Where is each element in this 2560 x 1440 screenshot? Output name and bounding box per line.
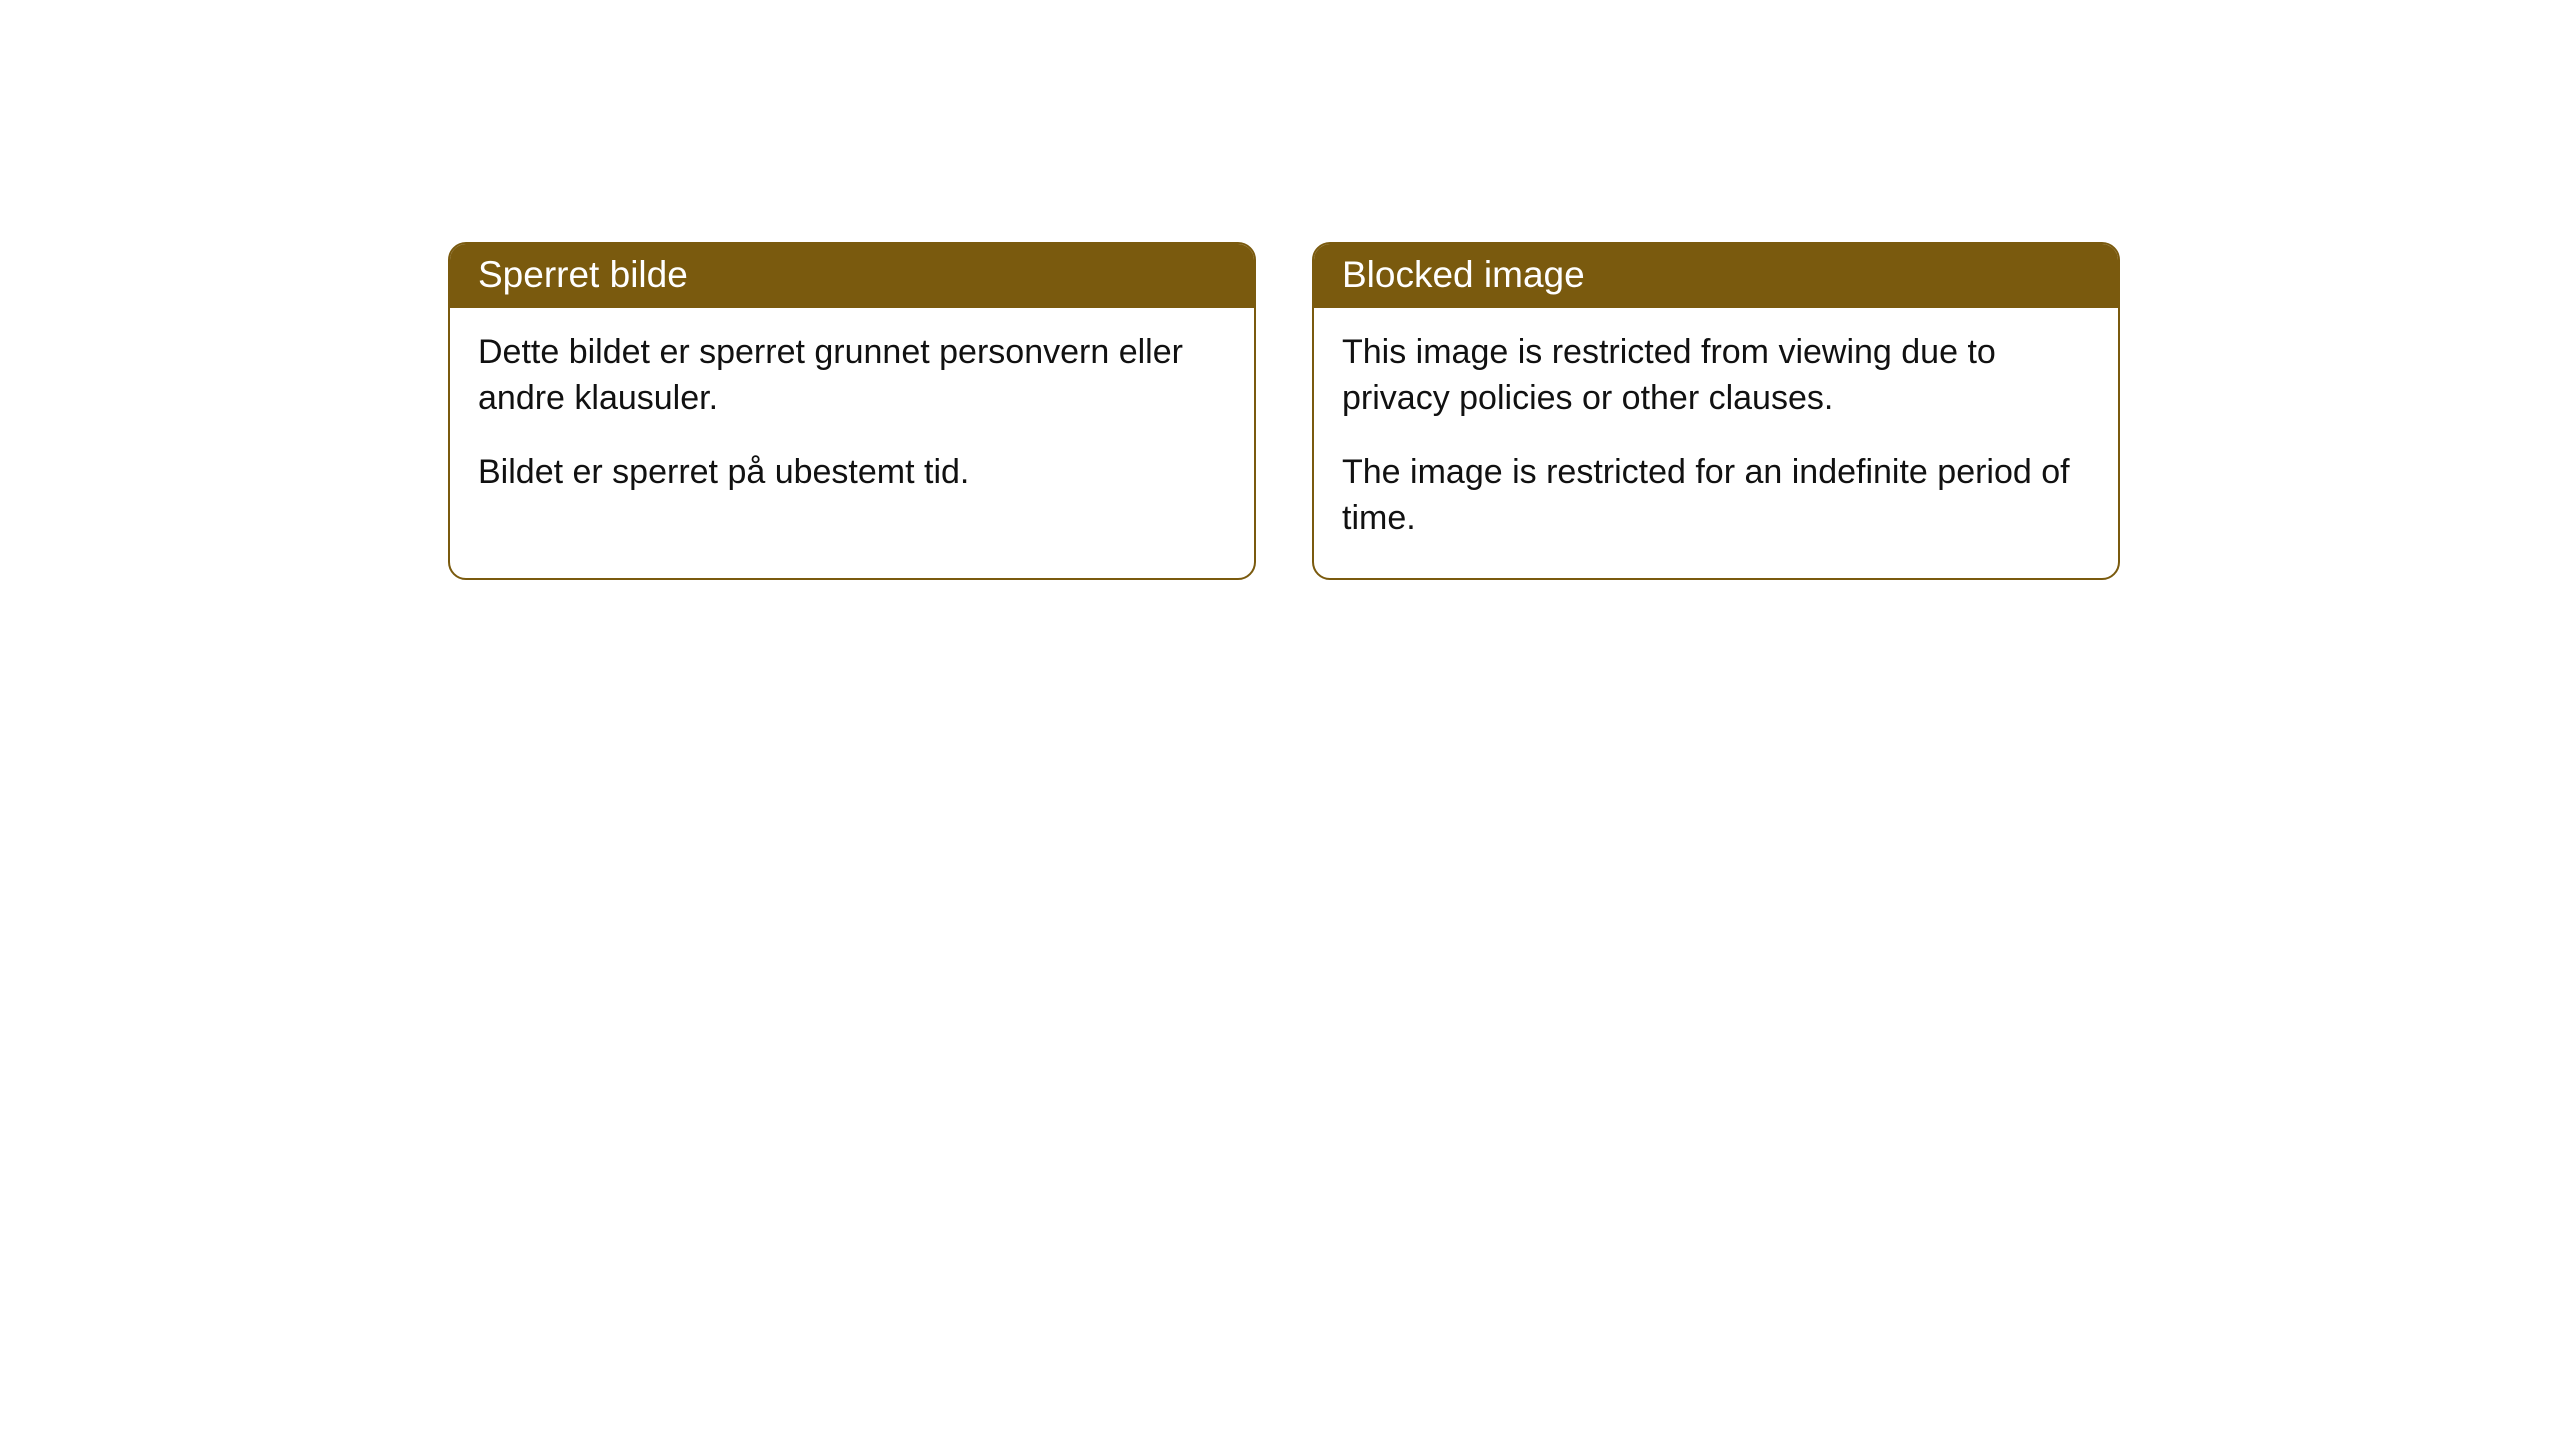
notice-cards-container: Sperret bilde Dette bildet er sperret gr… bbox=[0, 0, 2560, 580]
card-paragraph: This image is restricted from viewing du… bbox=[1342, 330, 2090, 422]
card-paragraph: Bildet er sperret på ubestemt tid. bbox=[478, 450, 1226, 496]
card-paragraph: Dette bildet er sperret grunnet personve… bbox=[478, 330, 1226, 422]
card-body: This image is restricted from viewing du… bbox=[1314, 308, 2118, 578]
blocked-image-card-english: Blocked image This image is restricted f… bbox=[1312, 242, 2120, 580]
card-paragraph: The image is restricted for an indefinit… bbox=[1342, 450, 2090, 542]
card-title: Sperret bilde bbox=[478, 254, 688, 295]
card-title: Blocked image bbox=[1342, 254, 1585, 295]
blocked-image-card-norwegian: Sperret bilde Dette bildet er sperret gr… bbox=[448, 242, 1256, 580]
card-header: Blocked image bbox=[1314, 244, 2118, 308]
card-header: Sperret bilde bbox=[450, 244, 1254, 308]
card-body: Dette bildet er sperret grunnet personve… bbox=[450, 308, 1254, 532]
